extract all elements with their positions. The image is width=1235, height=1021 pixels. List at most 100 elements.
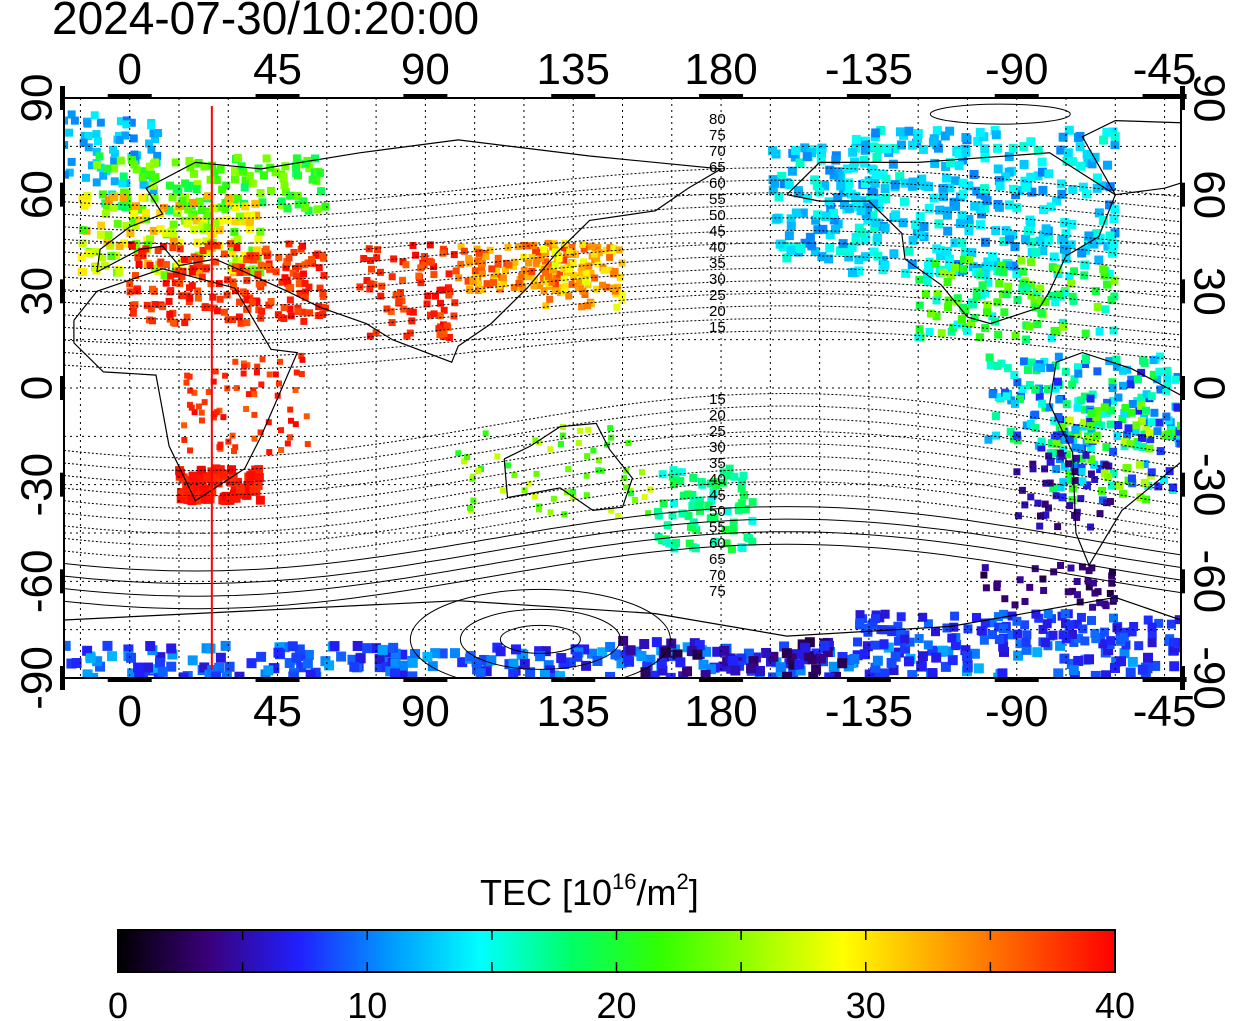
tec-cell: [355, 653, 366, 664]
tec-cell: [267, 298, 275, 306]
tec-cell: [305, 669, 316, 678]
tec-cell: [860, 623, 870, 633]
frame-tick-left: [60, 86, 65, 110]
tec-cell: [280, 181, 289, 190]
tec-cell: [486, 655, 497, 666]
tec-cell: [1065, 416, 1074, 425]
tec-cell: [901, 268, 911, 278]
tec-cell: [199, 246, 207, 254]
tec-cell: [830, 224, 840, 234]
tec-cell: [210, 168, 219, 177]
tec-cell: [593, 285, 601, 293]
tec-cell: [542, 258, 550, 266]
tec-cell: [231, 217, 240, 226]
tec-cell: [178, 273, 186, 281]
tec-cell: [737, 484, 746, 493]
frame-tick-bottom: [551, 677, 596, 682]
x-tick-label-top: -135: [825, 45, 913, 94]
tec-cell: [465, 255, 473, 263]
tec-cell: [233, 235, 242, 244]
tec-cell: [719, 645, 730, 656]
tec-cell: [811, 215, 821, 225]
tec-cell: [374, 246, 382, 254]
tec-cell: [259, 356, 266, 363]
tec-cell: [301, 288, 309, 296]
tec-cell: [1147, 629, 1157, 639]
tec-cell: [132, 165, 141, 174]
tec-cell: [610, 244, 618, 252]
tec-cell: [248, 268, 257, 277]
tec-cell: [531, 493, 538, 500]
tec-cell: [230, 175, 239, 184]
tec-cell: [390, 658, 401, 669]
tec-cell: [1026, 419, 1035, 428]
tec-cell: [1013, 629, 1023, 639]
tec-cell: [461, 458, 468, 465]
tec-cell: [1153, 375, 1162, 384]
tec-cell: [482, 430, 489, 437]
tec-cell: [521, 487, 528, 494]
tec-cell: [1026, 218, 1036, 228]
tec-cell: [188, 198, 197, 207]
tec-cell: [398, 660, 409, 671]
tec-cell: [788, 667, 799, 678]
tec-cell: [1096, 599, 1104, 607]
tec-cell: [719, 468, 728, 477]
tec-cell: [1073, 430, 1082, 439]
tec-cell: [301, 203, 310, 212]
tec-cell: [943, 226, 953, 236]
tec-cell: [430, 263, 438, 271]
tec-cell: [227, 240, 235, 248]
tec-cell: [243, 405, 250, 412]
tec-cell: [1078, 563, 1086, 571]
tec-cell: [1067, 431, 1076, 440]
tec-cell: [855, 610, 865, 620]
tec-cell: [1096, 465, 1105, 474]
tec-cell: [294, 200, 303, 209]
tec-cell: [168, 193, 177, 202]
tec-cell: [811, 664, 822, 675]
tec-cell: [127, 156, 136, 165]
tec-cell: [88, 672, 99, 678]
tec-cell: [84, 143, 93, 152]
tec-cell: [92, 248, 101, 257]
tec-cell: [1018, 267, 1027, 276]
tec-cell: [1127, 627, 1137, 637]
x-tick-label-bottom: 90: [401, 687, 450, 736]
tec-cell: [230, 448, 237, 455]
tec-cell: [291, 162, 300, 171]
coastline: [64, 596, 1181, 637]
tec-cell: [237, 162, 246, 171]
tec-cell: [561, 283, 569, 291]
tec-cell: [998, 624, 1008, 634]
tec-cell: [293, 369, 300, 376]
tec-cell: [1095, 327, 1104, 336]
tec-cell: [187, 655, 198, 666]
contour-label: 80: [709, 111, 726, 128]
tec-cell: [746, 663, 757, 674]
tec-cell: [1031, 609, 1041, 619]
tec-cell: [188, 482, 198, 492]
tec-cell: [1035, 392, 1044, 401]
tec-cell: [256, 651, 267, 662]
tec-cell: [225, 494, 235, 504]
tec-cell: [755, 665, 766, 676]
tec-cell: [950, 641, 960, 651]
frame-tick-bottom: [1142, 677, 1187, 682]
tec-cell: [1093, 417, 1102, 426]
tec-cell: [196, 254, 204, 262]
tec-cell: [666, 638, 677, 649]
tec-cell: [262, 154, 271, 163]
tec-cell: [670, 544, 679, 553]
tec-cell: [583, 492, 590, 499]
tec-cell: [945, 254, 955, 264]
tec-cell: [85, 653, 96, 664]
tec-cell: [955, 218, 965, 228]
tec-cell: [1080, 260, 1090, 270]
tec-cell: [578, 263, 586, 271]
tec-cell: [597, 647, 608, 658]
tec-cell: [181, 179, 190, 188]
tec-cell: [320, 272, 328, 280]
tec-cell: [710, 513, 719, 522]
tec-cell: [669, 466, 678, 475]
